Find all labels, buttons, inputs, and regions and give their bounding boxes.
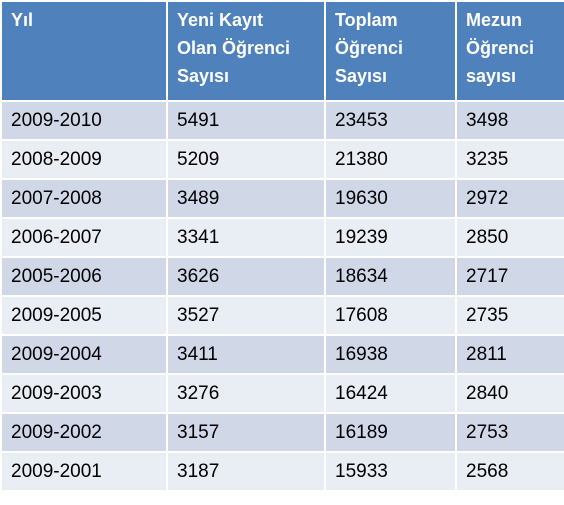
table-cell: 16424 xyxy=(324,373,457,414)
header-cell: Yeni Kayıt Olan Öğrenci Sayısı xyxy=(166,0,326,102)
table-cell: 19630 xyxy=(324,178,457,219)
header-text: Öğrenci xyxy=(335,38,404,58)
table-cell: 3276 xyxy=(166,373,326,414)
table-cell: 2008-2009 xyxy=(0,139,168,180)
table-cell: 3489 xyxy=(166,178,326,219)
table-cell: 3187 xyxy=(166,451,326,492)
table-cell: 2009-2001 xyxy=(0,451,168,492)
table-cell: 2753 xyxy=(455,412,564,453)
header-text: Sayısı xyxy=(177,66,230,86)
table-cell: 3626 xyxy=(166,256,326,297)
table-row: 2007-2008 3489 19630 2972 xyxy=(0,178,564,219)
table-cell: 2007-2008 xyxy=(0,178,168,219)
header-text: Yeni Kayıt xyxy=(177,10,264,30)
header-text: Sayısı xyxy=(335,66,388,86)
table-cell: 2840 xyxy=(455,373,564,414)
table-cell: 3341 xyxy=(166,217,326,258)
header-text: Yıl xyxy=(11,10,34,30)
table-cell: 3498 xyxy=(455,100,564,141)
table-row: 2009-2005 3527 17608 2735 xyxy=(0,295,564,336)
header-text: Öğrenci xyxy=(466,38,535,58)
table-cell: 23453 xyxy=(324,100,457,141)
table-body: 2009-2010 5491 23453 3498 2008-2009 5209 21380… xyxy=(0,100,564,492)
table-cell: 3527 xyxy=(166,295,326,336)
table-cell: 2850 xyxy=(455,217,564,258)
table-cell: 2717 xyxy=(455,256,564,297)
header-text: Toplam xyxy=(335,10,398,30)
table-row: 2005-2006 3626 18634 2717 xyxy=(0,256,564,297)
table-cell: 19239 xyxy=(324,217,457,258)
table-cell: 3411 xyxy=(166,334,326,375)
data-table: Yıl Yeni Kayıt Olan Öğrenci Sayısı Toplam Öğr… xyxy=(0,0,564,492)
table-cell: 2009-2003 xyxy=(0,373,168,414)
table-row: 2009-2002 3157 16189 2753 xyxy=(0,412,564,453)
table-cell: 2972 xyxy=(455,178,564,219)
table-cell: 5491 xyxy=(166,100,326,141)
table-cell: 2009-2010 xyxy=(0,100,168,141)
header-cell: Yıl xyxy=(0,0,168,102)
header-text: Olan Öğrenci xyxy=(177,38,291,58)
table-cell: 2009-2002 xyxy=(0,412,168,453)
table-cell: 21380 xyxy=(324,139,457,180)
table-cell: 18634 xyxy=(324,256,457,297)
header-cell: Mezun Öğrenci sayısı xyxy=(455,0,564,102)
table-cell: 2005-2006 xyxy=(0,256,168,297)
header-text: sayısı xyxy=(466,66,517,86)
table-cell: 5209 xyxy=(166,139,326,180)
table-row: 2009-2004 3411 16938 2811 xyxy=(0,334,564,375)
table-row: 2006-2007 3341 19239 2850 xyxy=(0,217,564,258)
table-row: 2009-2001 3187 15933 2568 xyxy=(0,451,564,492)
table-cell: 3235 xyxy=(455,139,564,180)
table-cell: 3157 xyxy=(166,412,326,453)
table-cell: 16189 xyxy=(324,412,457,453)
table-cell: 2009-2005 xyxy=(0,295,168,336)
table-row: 2008-2009 5209 21380 3235 xyxy=(0,139,564,180)
table-cell: 16938 xyxy=(324,334,457,375)
table-cell: 2006-2007 xyxy=(0,217,168,258)
table-cell: 15933 xyxy=(324,451,457,492)
header-row: Yıl Yeni Kayıt Olan Öğrenci Sayısı Toplam Öğr… xyxy=(0,0,564,102)
table-row: 2009-2010 5491 23453 3498 xyxy=(0,100,564,141)
header-cell: Toplam Öğrenci Sayısı xyxy=(324,0,457,102)
table-cell: 2811 xyxy=(455,334,564,375)
table-cell: 2735 xyxy=(455,295,564,336)
header-text: Mezun xyxy=(466,10,522,30)
table-cell: 17608 xyxy=(324,295,457,336)
table-cell: 2009-2004 xyxy=(0,334,168,375)
table-row: 2009-2003 3276 16424 2840 xyxy=(0,373,564,414)
table-cell: 2568 xyxy=(455,451,564,492)
